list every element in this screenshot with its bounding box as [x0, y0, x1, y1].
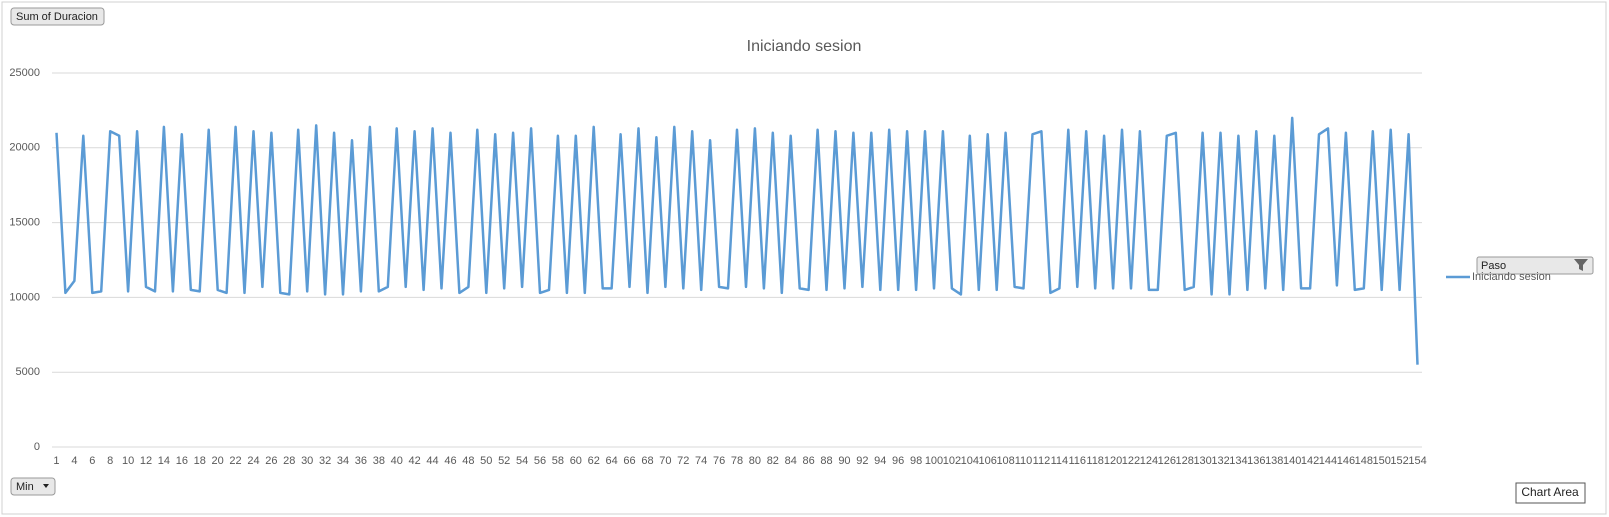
filter-icon: [1574, 259, 1588, 271]
x-tick-label: 140: [1283, 455, 1301, 467]
x-tick-label: 86: [803, 455, 815, 467]
x-tick-label: 6: [89, 455, 95, 467]
x-tick-label: 20: [212, 455, 224, 467]
x-tick-label: 146: [1337, 455, 1355, 467]
x-tick-label: 8: [107, 455, 113, 467]
x-tick-label: 58: [552, 455, 564, 467]
dropdown-arrow: [43, 484, 49, 488]
x-tick-label: 104: [961, 455, 979, 467]
x-tick-label: 144: [1319, 455, 1337, 467]
legend-field-label: Paso: [1481, 260, 1506, 272]
x-tick-label: 46: [444, 455, 456, 467]
x-tick-label: 116: [1068, 455, 1086, 467]
series-line: [55, 116, 1419, 365]
x-tick-label: 138: [1265, 455, 1283, 467]
x-tick-label: 52: [498, 455, 510, 467]
x-tick-label: 78: [731, 455, 743, 467]
x-tick-label: 154: [1408, 455, 1426, 467]
x-tick-label: 120: [1104, 455, 1122, 467]
y-tick-label: 5000: [16, 366, 40, 378]
x-tick-label: 54: [516, 455, 528, 467]
axis-field-label: Min: [16, 481, 34, 493]
x-tick-label: 36: [355, 455, 367, 467]
x-tick-label: 130: [1193, 455, 1211, 467]
x-tick-label: 124: [1140, 455, 1158, 467]
y-tick-label: 20000: [9, 142, 40, 154]
x-tick-label: 106: [979, 455, 997, 467]
x-tick-label: 82: [767, 455, 779, 467]
x-tick-label: 126: [1158, 455, 1176, 467]
x-tick-label: 64: [606, 455, 618, 467]
x-tick-label: 118: [1086, 455, 1104, 467]
x-tick-label: 14: [158, 455, 170, 467]
y-tick-label: 10000: [9, 291, 40, 303]
x-tick-label: 102: [943, 455, 961, 467]
x-tick-label: 98: [910, 455, 922, 467]
x-tick-label: 44: [426, 455, 438, 467]
x-tick-label: 88: [820, 455, 832, 467]
x-tick-label: 50: [480, 455, 492, 467]
value-field-label: Sum of Duracion: [16, 11, 98, 23]
x-tick-label: 62: [588, 455, 600, 467]
x-tick-label: 10: [122, 455, 134, 467]
x-tick-label: 12: [140, 455, 152, 467]
x-tick-label: 76: [713, 455, 725, 467]
x-tick-label: 24: [247, 455, 259, 467]
tooltip-box: [1515, 482, 1586, 504]
legend-field-button[interactable]: [1476, 256, 1594, 275]
x-tick-label: 100: [925, 455, 943, 467]
x-tick-label: 28: [283, 455, 295, 467]
y-tick-label: 25000: [9, 67, 40, 79]
x-tick-label: 114: [1051, 455, 1069, 467]
x-tick-label: 150: [1373, 455, 1391, 467]
x-tick-label: 60: [570, 455, 582, 467]
x-tick-label: 74: [695, 455, 707, 467]
x-tick-label: 142: [1301, 455, 1319, 467]
x-tick-label: 4: [71, 455, 77, 467]
tooltip: Chart Area: [1521, 485, 1579, 499]
x-tick-label: 152: [1390, 455, 1408, 467]
chart-title: Iniciando sesion: [747, 38, 862, 55]
x-tick-label: 136: [1247, 455, 1265, 467]
x-tick-label: 66: [623, 455, 635, 467]
x-tick-label: 18: [194, 455, 206, 467]
x-tick-label: 84: [785, 455, 797, 467]
x-tick-label: 80: [749, 455, 761, 467]
x-tick-label: 16: [176, 455, 188, 467]
y-tick-label: 15000: [9, 217, 40, 229]
x-tick-label: 48: [462, 455, 474, 467]
x-tick-label: 132: [1211, 455, 1229, 467]
x-tick-label: 30: [301, 455, 313, 467]
x-tick-label: 148: [1355, 455, 1373, 467]
x-tick-label: 94: [874, 455, 886, 467]
x-tick-label: 112: [1033, 455, 1051, 467]
x-tick-label: 68: [641, 455, 653, 467]
x-tick-label: 70: [659, 455, 671, 467]
y-tick-label: 0: [34, 441, 40, 453]
value-field-button[interactable]: [10, 7, 105, 26]
x-tick-label: 108: [996, 455, 1014, 467]
x-tick-label: 72: [677, 455, 689, 467]
x-tick-label: 96: [892, 455, 904, 467]
x-tick-label: 22: [229, 455, 241, 467]
x-tick-label: 90: [838, 455, 850, 467]
x-tick-label: 26: [265, 455, 277, 467]
x-tick-label: 134: [1229, 455, 1247, 467]
axis-field-button[interactable]: [10, 477, 56, 496]
x-tick-label: 122: [1122, 455, 1140, 467]
x-tick-label: 92: [856, 455, 868, 467]
x-tick-label: 40: [391, 455, 403, 467]
x-tick-label: 110: [1015, 455, 1033, 467]
x-tick-label: 42: [409, 455, 421, 467]
legend-label: Iniciando sesion: [1472, 271, 1551, 283]
x-tick-label: 1: [53, 455, 59, 467]
x-tick-label: 128: [1176, 455, 1194, 467]
x-tick-label: 32: [319, 455, 331, 467]
x-tick-label: 56: [534, 455, 546, 467]
x-tick-label: 34: [337, 455, 349, 467]
x-tick-label: 38: [373, 455, 385, 467]
